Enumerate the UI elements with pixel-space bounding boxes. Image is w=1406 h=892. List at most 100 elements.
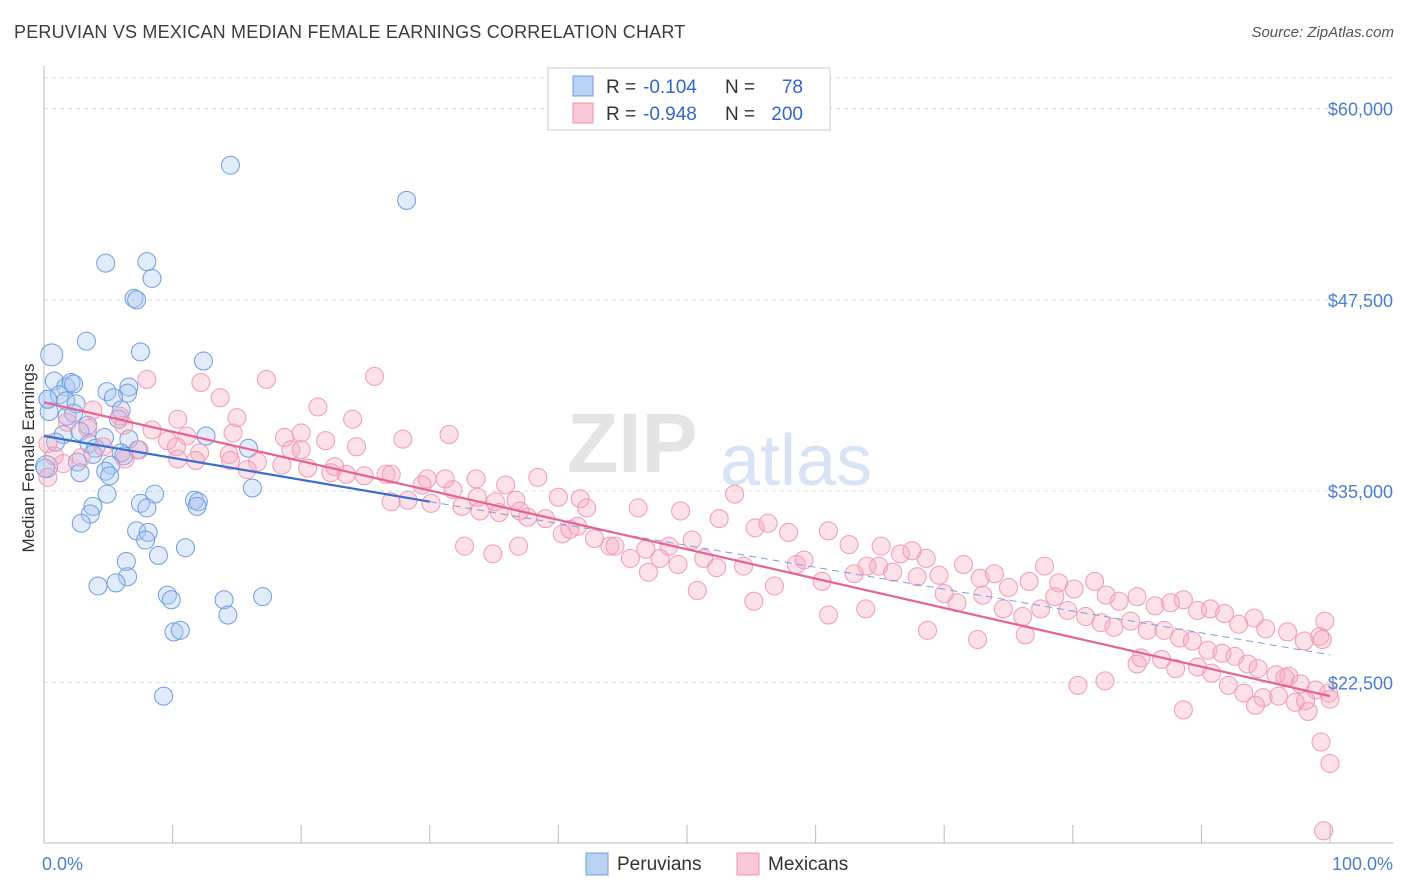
data-point-peruvians bbox=[64, 374, 84, 394]
data-point-mexicans bbox=[509, 536, 529, 556]
data-point-mexicans bbox=[1234, 683, 1254, 703]
data-point-mexicans bbox=[1285, 692, 1305, 712]
data-point-peruvians bbox=[161, 590, 181, 610]
data-point-mexicans bbox=[38, 467, 58, 487]
data-point-mexicans bbox=[668, 555, 688, 575]
data-point-mexicans bbox=[1218, 675, 1238, 695]
data-point-peruvians bbox=[100, 466, 120, 486]
data-point-mexicans bbox=[638, 562, 658, 582]
data-point-mexicans bbox=[1269, 686, 1289, 706]
data-point-mexicans bbox=[869, 556, 889, 576]
watermark-atlas: atlas bbox=[720, 421, 872, 501]
data-point-peruvians bbox=[214, 590, 234, 610]
data-point-mexicans bbox=[210, 388, 230, 408]
data-point-mexicans bbox=[1312, 630, 1332, 650]
data-point-mexicans bbox=[439, 424, 459, 444]
data-point-mexicans bbox=[993, 599, 1013, 619]
data-point-mexicans bbox=[1311, 732, 1331, 752]
data-point-peruvians bbox=[40, 343, 64, 367]
data-point-mexicans bbox=[650, 548, 670, 568]
data-point-peruvians bbox=[97, 484, 117, 504]
data-point-mexicans bbox=[570, 489, 590, 509]
data-point-peruvians bbox=[154, 686, 174, 706]
data-point-mexicans bbox=[934, 584, 954, 604]
data-point-peruvians bbox=[148, 545, 168, 565]
legend-r-value: -0.104 bbox=[643, 77, 697, 98]
data-point-mexicans bbox=[584, 529, 604, 549]
data-point-peruvians bbox=[88, 576, 108, 596]
data-point-mexicans bbox=[223, 423, 243, 443]
data-point-mexicans bbox=[1031, 599, 1051, 619]
data-point-mexicans bbox=[381, 492, 401, 512]
bottom-legend-label-peruvians: Peruvians bbox=[617, 854, 702, 875]
series-peruvians bbox=[35, 155, 417, 706]
data-point-mexicans bbox=[818, 605, 838, 625]
legend-swatch-peruvians bbox=[572, 75, 594, 97]
x-tick-label: 100.0% bbox=[1332, 854, 1393, 874]
data-point-mexicans bbox=[890, 544, 910, 564]
data-point-mexicans bbox=[528, 467, 548, 487]
data-point-peruvians bbox=[196, 426, 216, 446]
data-point-peruvians bbox=[253, 587, 273, 607]
data-point-mexicans bbox=[38, 434, 58, 454]
trend-line-peruvians-extended bbox=[429, 501, 1331, 656]
data-point-peruvians bbox=[164, 622, 184, 642]
data-point-peruvians bbox=[137, 498, 157, 518]
data-point-mexicans bbox=[605, 536, 625, 556]
data-point-mexicans bbox=[786, 555, 806, 575]
data-point-mexicans bbox=[1161, 593, 1181, 613]
data-point-mexicans bbox=[398, 490, 418, 510]
data-point-mexicans bbox=[1109, 591, 1129, 611]
data-point-mexicans bbox=[844, 564, 864, 584]
data-point-mexicans bbox=[1212, 643, 1232, 663]
data-point-mexicans bbox=[1064, 579, 1084, 599]
data-point-mexicans bbox=[435, 469, 455, 489]
data-point-mexicans bbox=[466, 469, 486, 489]
data-point-mexicans bbox=[1137, 620, 1157, 640]
data-point-mexicans bbox=[1315, 611, 1335, 631]
data-point-mexicans bbox=[953, 555, 973, 575]
data-point-mexicans bbox=[274, 428, 294, 448]
data-point-mexicans bbox=[1278, 622, 1298, 642]
data-point-mexicans bbox=[577, 498, 597, 518]
data-point-mexicans bbox=[600, 536, 620, 556]
data-point-mexicans bbox=[115, 449, 135, 469]
data-point-mexicans bbox=[973, 585, 993, 605]
x-tick-label: 0.0% bbox=[42, 854, 83, 874]
data-point-peruvians bbox=[193, 351, 213, 371]
data-point-peruvians bbox=[136, 530, 156, 550]
y-tick-labels: $22,500 $35,000 $47,500 $60,000 bbox=[1328, 100, 1393, 694]
data-point-peruvians bbox=[137, 252, 157, 272]
data-point-mexicans bbox=[227, 408, 247, 428]
data-point-mexicans bbox=[1035, 556, 1055, 576]
data-point-mexicans bbox=[1145, 596, 1165, 616]
data-point-mexicans bbox=[1245, 695, 1265, 715]
data-point-peruvians bbox=[96, 253, 116, 273]
data-point-mexicans bbox=[818, 521, 838, 541]
y-tick-label: $22,500 bbox=[1328, 673, 1393, 693]
data-point-mexicans bbox=[316, 431, 336, 451]
data-point-mexicans bbox=[291, 440, 311, 460]
data-point-peruvians bbox=[397, 190, 417, 210]
data-point-peruvians bbox=[71, 513, 91, 533]
data-point-mexicans bbox=[483, 544, 503, 564]
data-point-mexicans bbox=[758, 513, 778, 533]
data-point-mexicans bbox=[365, 366, 385, 386]
data-point-peruvians bbox=[101, 455, 121, 475]
data-point-mexicans bbox=[548, 487, 568, 507]
data-point-mexicans bbox=[83, 400, 103, 420]
data-point-mexicans bbox=[166, 437, 186, 457]
data-point-mexicans bbox=[381, 464, 401, 484]
data-point-mexicans bbox=[455, 536, 475, 556]
series-mexicans bbox=[38, 366, 1340, 841]
legend-n-value: 78 bbox=[782, 77, 803, 98]
bottom-legend: Peruvians Mexicans bbox=[585, 852, 848, 876]
data-point-peruvians bbox=[70, 463, 90, 483]
data-point-mexicans bbox=[764, 576, 784, 596]
data-point-peruvians bbox=[127, 290, 147, 310]
data-point-mexicans bbox=[745, 518, 765, 538]
data-point-mexicans bbox=[168, 409, 188, 429]
data-point-mexicans bbox=[220, 451, 240, 470]
y-axis-label: Median Female Earnings bbox=[19, 364, 38, 553]
legend: R = -0.104 N = 78 R = -0.948 N = 200 bbox=[547, 67, 831, 131]
